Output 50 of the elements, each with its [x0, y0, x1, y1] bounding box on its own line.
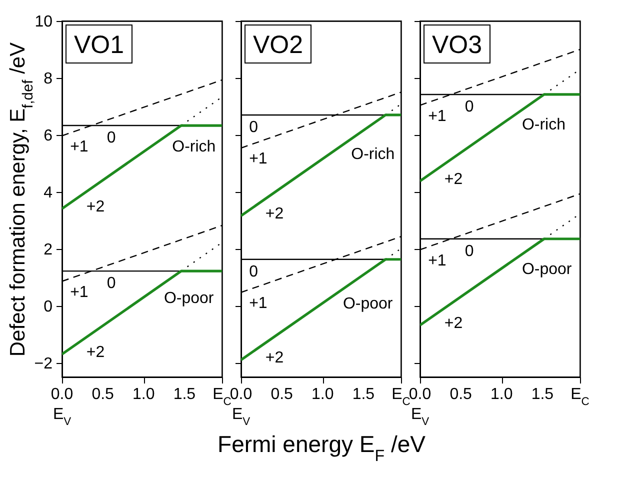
y-tick-label: 0 [44, 298, 53, 316]
x-tick-label: 1.5 [531, 386, 554, 403]
y-tick-label: 8 [44, 70, 53, 88]
annotation: O-poor [522, 260, 572, 278]
chart-title: VO1 [74, 31, 124, 59]
annotation: +1 [70, 284, 88, 301]
y-tick-label: −2 [34, 355, 53, 372]
annotation: +2 [444, 170, 463, 188]
annotation: +2 [265, 206, 284, 223]
annotation: O-poor [342, 296, 394, 313]
x-tick-label: 1.0 [312, 386, 334, 403]
annotation: +2 [444, 314, 463, 332]
annotation: +1 [428, 108, 446, 125]
x-tick-label: 0.5 [270, 386, 294, 403]
annotation: 0 [106, 275, 116, 292]
x-tick-label: 1.5 [352, 386, 375, 403]
annotation: O-rich [522, 116, 566, 134]
annotation: 0 [464, 242, 474, 260]
annotation: +1 [70, 138, 88, 156]
annotation: +1 [249, 294, 268, 312]
annotation: 0 [106, 130, 116, 147]
y-tick-label: 2 [44, 241, 53, 258]
annotation: +2 [86, 344, 105, 361]
x-tick-label: E$_{C}$ [392, 386, 410, 408]
x-axis-title: Fermi energy E$_{F}$ /eV [218, 431, 426, 465]
chart-title: VO3 [432, 31, 482, 59]
x-tick-label: 0.5 [450, 386, 472, 403]
annotation: +1 [249, 150, 268, 168]
y-tick-label: 6 [44, 127, 53, 144]
x-tick-label: E$_{C}$ [570, 386, 590, 408]
annotation: O-rich [172, 138, 216, 156]
x-tick-label: E$_{C}$ [212, 386, 232, 408]
y-tick-label: 10 [34, 14, 53, 30]
x-tick-label: 0.0 E$_{V}$ [50, 386, 74, 428]
x-tick-label: 1.0 [490, 386, 513, 403]
annotation: 0 [249, 263, 258, 280]
x-tick-label: 1.0 [132, 386, 155, 403]
chart-title: VO2 [252, 31, 304, 59]
annotation: O-poor [164, 290, 214, 307]
annotation: +2 [86, 198, 105, 216]
x-tick-label: 0.0 E$_{V}$ [408, 386, 432, 428]
x-tick-label: 0.5 [92, 386, 114, 403]
annotation: +1 [428, 252, 446, 270]
x-tick-label: 0.0 E$_{V}$ [230, 386, 252, 428]
annotation: 0 [249, 118, 258, 136]
annotation: 0 [464, 98, 474, 116]
x-tick-label: 1.5 [173, 386, 196, 403]
y-tick-label: 4 [44, 184, 53, 202]
annotation: O-rich [351, 146, 395, 163]
annotation: +2 [265, 350, 284, 367]
